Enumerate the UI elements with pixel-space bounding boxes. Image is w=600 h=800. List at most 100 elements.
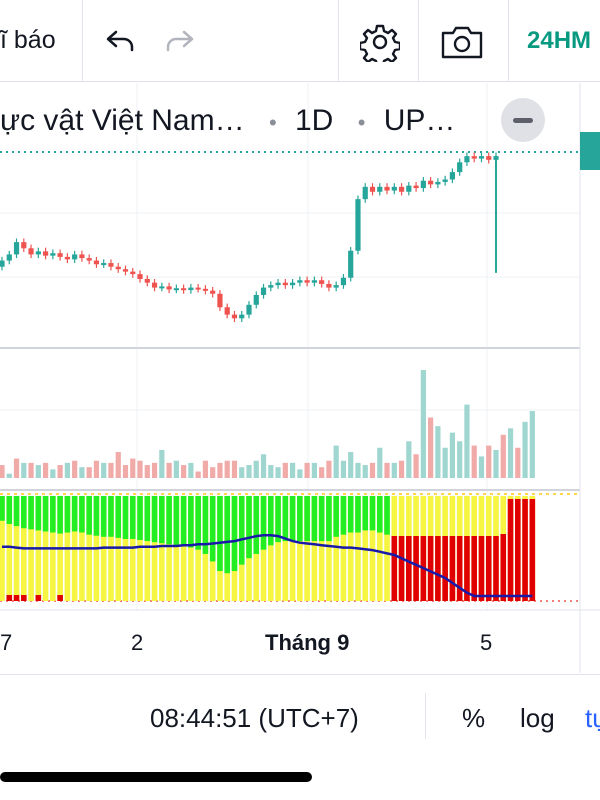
volume-bar [319, 467, 325, 478]
candle [210, 290, 216, 294]
volume-bar [442, 447, 448, 478]
undo-button[interactable] [98, 20, 142, 64]
candle [253, 294, 259, 305]
volume-bar [0, 465, 5, 478]
chart-area[interactable] [0, 83, 600, 673]
volume-bar [173, 460, 179, 478]
indicator-bar [28, 496, 34, 530]
volume-bar [260, 454, 267, 478]
candle [108, 263, 114, 267]
x-axis-label: 2 [131, 630, 144, 655]
volume-bar [224, 460, 230, 478]
volume-bar [268, 465, 274, 478]
volume-bar [413, 454, 419, 478]
alert-button[interactable]: ĩ báo [0, 26, 56, 54]
candle [340, 277, 347, 286]
indicator-bar [231, 496, 238, 572]
redo-button[interactable] [158, 20, 202, 64]
indicator-bar [115, 496, 122, 538]
indicator-bar [129, 496, 136, 539]
indicator-bar [166, 496, 172, 601]
x-axis-label: 7 [0, 630, 13, 655]
chart-legend[interactable]: ực vật Việt Nam… • 1D • UP… [0, 104, 461, 138]
toolbar-divider [338, 0, 339, 82]
indicator-bar [347, 496, 354, 533]
indicator-bar [449, 536, 456, 601]
candle [101, 263, 107, 266]
candle [115, 266, 121, 270]
candle [333, 285, 339, 288]
indicator-bar [369, 496, 376, 601]
indicator-bar [144, 496, 151, 542]
indicator-bar [137, 496, 143, 541]
indicator-bar [427, 536, 434, 601]
indicator-bar [122, 496, 129, 539]
candle [188, 287, 194, 291]
indicator-bar [173, 496, 180, 601]
volume-bar [369, 462, 376, 478]
indicator-bar [42, 496, 49, 532]
candle [42, 251, 49, 256]
candle [35, 251, 41, 255]
indicator-bar [275, 496, 281, 543]
candle [304, 280, 310, 283]
indicator-bar [64, 496, 71, 533]
collapse-legend-button[interactable] [501, 98, 545, 142]
indicator-bar [93, 496, 100, 536]
volume-bar [93, 460, 100, 478]
indicator-bar [6, 595, 13, 601]
timezone-clock[interactable]: 08:44:51 (UTC+7) [150, 703, 359, 733]
legend-dot: • [268, 110, 277, 135]
indicator-bar [326, 496, 332, 542]
candle [79, 254, 85, 259]
top-toolbar: ĩ báo 24HM [0, 0, 600, 82]
volume-bar [217, 462, 223, 478]
indicator-bar [442, 536, 448, 601]
indicator-bar [159, 496, 165, 601]
candle [224, 307, 230, 315]
volume-bar [420, 370, 426, 478]
indicator-bar [456, 536, 463, 601]
candle [195, 287, 201, 290]
bottom-divider [425, 693, 426, 739]
indicator-bar [108, 496, 114, 537]
screenshot-button[interactable] [440, 20, 484, 64]
candle [159, 286, 165, 289]
settings-button[interactable] [358, 20, 402, 64]
indicator-bar [246, 496, 252, 559]
indicator-bar [57, 595, 63, 601]
candle [319, 280, 325, 284]
percent-toggle[interactable]: % [462, 703, 486, 733]
volume-bar [86, 467, 92, 478]
candle [137, 274, 143, 279]
candle [471, 156, 477, 159]
indicator-bar [340, 496, 347, 535]
indicator-bar [514, 499, 521, 601]
candle [297, 280, 303, 283]
candle [457, 162, 463, 173]
redo-icon [166, 30, 194, 52]
candle [362, 186, 368, 200]
volume-bar [449, 432, 456, 478]
volume-bar [239, 467, 245, 478]
candle [202, 288, 209, 291]
indicator-bar [435, 536, 441, 601]
volume-bar [35, 465, 41, 478]
volume-bar [362, 465, 368, 478]
indicator-bar [209, 496, 216, 562]
candlestick-series [0, 152, 499, 322]
volume-bar [79, 467, 85, 478]
grid [0, 83, 580, 610]
candle [369, 186, 376, 192]
indicator-bar [406, 536, 412, 601]
log-toggle[interactable]: log [520, 703, 555, 733]
volume-bar [159, 449, 165, 478]
indicator-bar [180, 496, 187, 601]
auto-toggle[interactable]: tự [585, 703, 600, 733]
candle [217, 293, 223, 308]
indicator-bar [35, 595, 42, 601]
indicator-bar [20, 595, 27, 601]
candle [311, 280, 317, 283]
indicator-bar [159, 496, 165, 544]
brand-label[interactable]: 24HM [527, 27, 592, 54]
